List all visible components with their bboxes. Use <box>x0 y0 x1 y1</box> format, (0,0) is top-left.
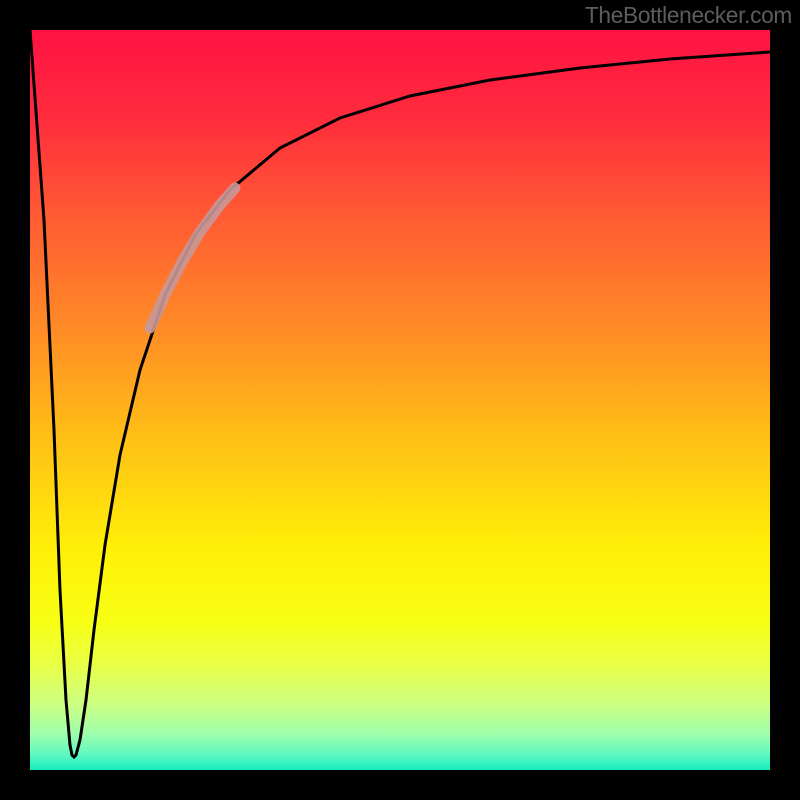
attribution-text: TheBottlenecker.com <box>585 2 792 29</box>
bottleneck-curve-chart <box>0 0 800 800</box>
chart-stage: TheBottlenecker.com <box>0 0 800 800</box>
gradient-background <box>30 30 770 770</box>
